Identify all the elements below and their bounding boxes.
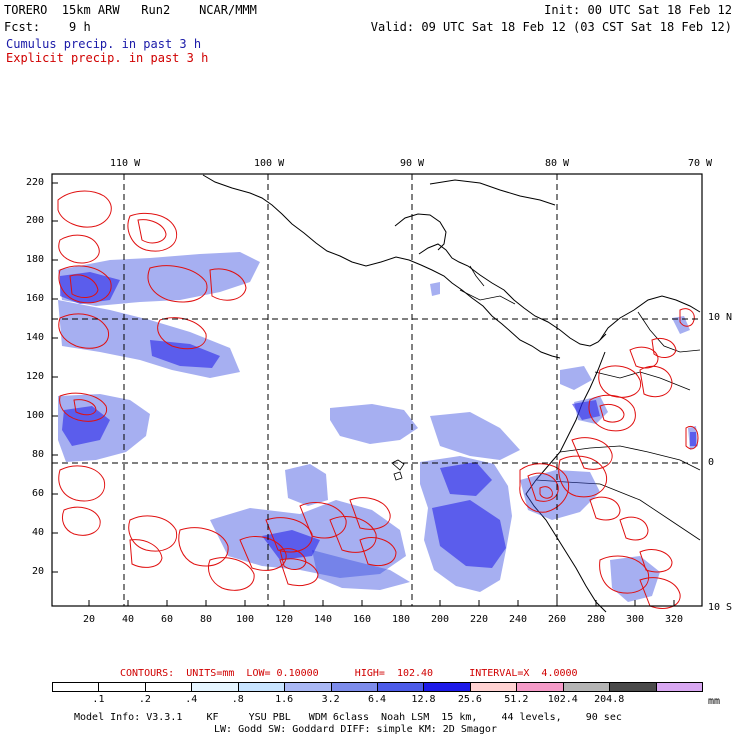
ecuador-peru-coast (525, 351, 607, 613)
y-tick-label: 80 (32, 449, 45, 460)
colorbar-label: 6.4 (368, 694, 387, 705)
lat-label-0: 0 (708, 457, 715, 468)
field-cumulus-label: Cumulus precip. in past 3 h (6, 37, 202, 51)
caribbean-coast (418, 243, 607, 347)
physics-info: LW: Godd SW: Goddard DIFF: simple KM: 2D… (214, 724, 497, 735)
colorbar-swatch (330, 682, 378, 692)
colorbar-label: .8 (231, 694, 244, 705)
colorbar-swatch (562, 682, 611, 692)
colorbar-label: 204.8 (594, 694, 625, 705)
lon-label-70w: 70 W (688, 158, 713, 169)
init-time: Init: 00 UTC Sat 18 Feb 12 (544, 3, 732, 17)
border-2 (559, 445, 701, 471)
colorbar-label: 25.6 (457, 694, 482, 705)
colorbar-swatch (144, 682, 193, 692)
colorbar-swatch (655, 682, 703, 692)
colorbar-swatch (609, 682, 657, 692)
colorbar-swatch (237, 682, 286, 692)
galapagos (391, 459, 405, 481)
x-tick-label: 160 (353, 614, 372, 625)
x-tick-label: 20 (83, 614, 96, 625)
x-tick-label: 140 (314, 614, 333, 625)
colorbar-label: .2 (138, 694, 151, 705)
lon-label-100w: 100 W (254, 158, 285, 169)
y-tick-label: 160 (26, 293, 45, 304)
border-4 (459, 289, 516, 305)
colorbar-swatch (52, 682, 100, 692)
x-tick-label: 280 (587, 614, 606, 625)
x-tick-label: 120 (275, 614, 294, 625)
colombia-coast (599, 295, 701, 341)
colorbar-label: 1.6 (275, 694, 294, 705)
cumulus-precip (58, 252, 698, 602)
colorbar-swatch (191, 682, 239, 692)
border-5 (469, 265, 485, 287)
colorbar-swatch (377, 682, 425, 692)
y-tick-label: 20 (32, 566, 45, 577)
lat-lon-grid (52, 174, 702, 606)
y-tick-label: 100 (26, 410, 45, 421)
y-tick-label: 200 (26, 215, 45, 226)
lon-label-110w: 110 W (110, 158, 141, 169)
colorbar-swatch (516, 682, 564, 692)
colorbar-label: 12.8 (411, 694, 436, 705)
contours-info: CONTOURS: UNITS=mm LOW= 0.10000 HIGH= 10… (120, 668, 578, 679)
x-tick-label: 320 (665, 614, 684, 625)
x-tick-label: 60 (161, 614, 174, 625)
x-tick-label: 80 (200, 614, 213, 625)
y-tick-label: 140 (26, 332, 45, 343)
colorbar-label: 3.2 (321, 694, 340, 705)
lat-label-10n: 10 N (708, 312, 733, 323)
field-explicit-label: Explicit precip. in past 3 h (6, 51, 209, 65)
model-info: Model Info: V3.3.1 KF YSU PBL WDM 6class… (74, 712, 622, 723)
cumulus-precip-heavy (60, 272, 696, 568)
colorbar-swatch (423, 682, 471, 692)
x-tick-label: 240 (509, 614, 528, 625)
cuba-coast (429, 179, 556, 206)
colorbar-unit: mm (708, 696, 721, 707)
colorbar-swatch (469, 682, 518, 692)
lat-label-10s: 10 S (708, 602, 733, 613)
y-tick-label: 60 (32, 488, 45, 499)
colorbar-swatch (284, 682, 332, 692)
border-6 (637, 311, 701, 353)
lon-label-80w: 80 W (545, 158, 570, 169)
map-frame (51, 173, 703, 607)
model-title: TORERO 15km ARW Run2 NCAR/MMM (4, 3, 257, 17)
y-tick-label: 180 (26, 254, 45, 265)
y-tick-label: 120 (26, 371, 45, 382)
x-tick-label: 260 (548, 614, 567, 625)
x-tick-label: 100 (236, 614, 255, 625)
x-tick-label: 220 (470, 614, 489, 625)
forecast-hour: Fcst: 9 h (4, 20, 91, 34)
x-tick-label: 180 (392, 614, 411, 625)
yucatan-coast (394, 213, 447, 251)
axis-ticks (52, 182, 675, 606)
colorbar-label: .4 (185, 694, 198, 705)
y-tick-label: 40 (32, 527, 45, 538)
lon-label-90w: 90 W (400, 158, 425, 169)
coastlines (202, 174, 701, 613)
colorbar-label: 102.4 (547, 694, 578, 705)
mexico-coast (202, 174, 561, 359)
y-tick-label: 220 (26, 177, 45, 188)
colorbar-swatch (98, 682, 146, 692)
colorbar-label: .1 (92, 694, 105, 705)
x-tick-label: 200 (431, 614, 450, 625)
colorbar-label: 51.2 (504, 694, 529, 705)
x-tick-label: 40 (122, 614, 135, 625)
valid-time: Valid: 09 UTC Sat 18 Feb 12 (03 CST Sat … (370, 20, 732, 34)
x-tick-label: 300 (626, 614, 645, 625)
